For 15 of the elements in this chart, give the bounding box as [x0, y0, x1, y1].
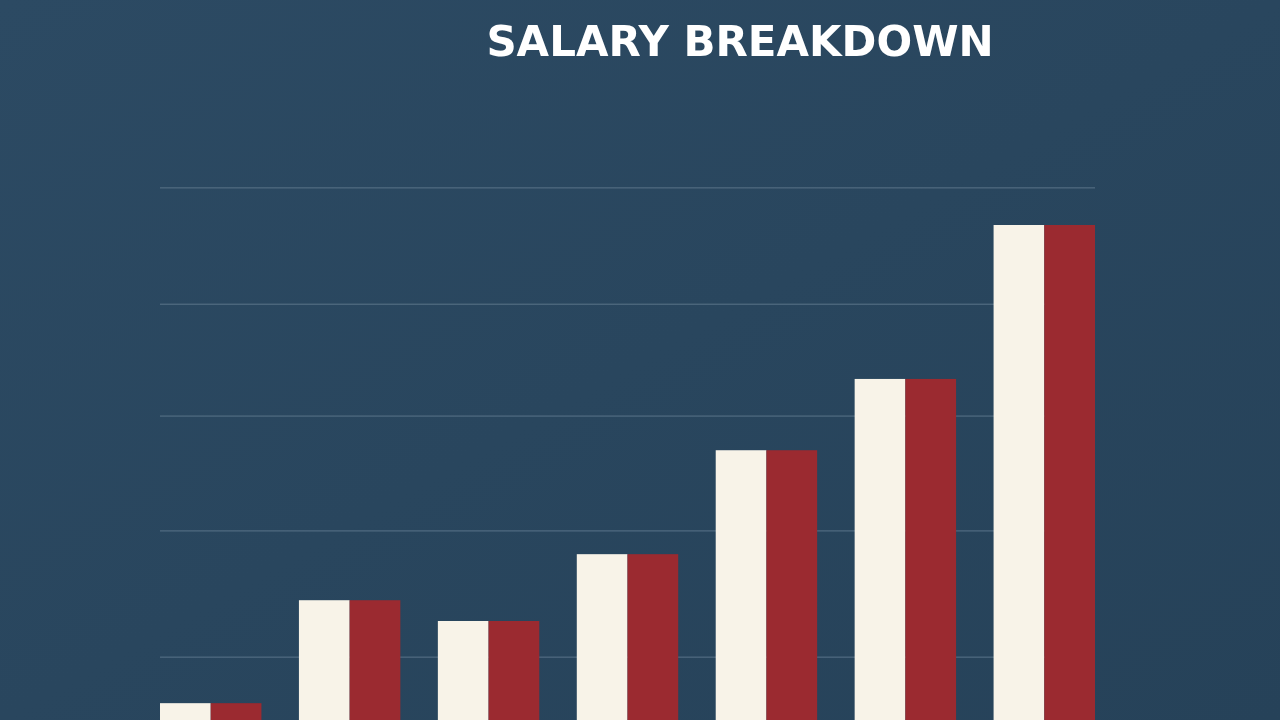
bar	[854, 378, 906, 720]
bar	[993, 225, 1045, 720]
chart-title: SALARY BREAKDOWN	[486, 17, 994, 66]
bar	[298, 600, 350, 720]
bar	[488, 621, 540, 720]
bar	[210, 703, 262, 720]
bar	[715, 450, 767, 720]
bar	[576, 554, 628, 720]
bar	[349, 600, 401, 720]
bar	[766, 450, 818, 720]
bar	[437, 621, 489, 720]
bar	[627, 554, 679, 720]
bar	[1044, 225, 1095, 720]
bar	[905, 378, 957, 720]
bar	[160, 703, 211, 720]
